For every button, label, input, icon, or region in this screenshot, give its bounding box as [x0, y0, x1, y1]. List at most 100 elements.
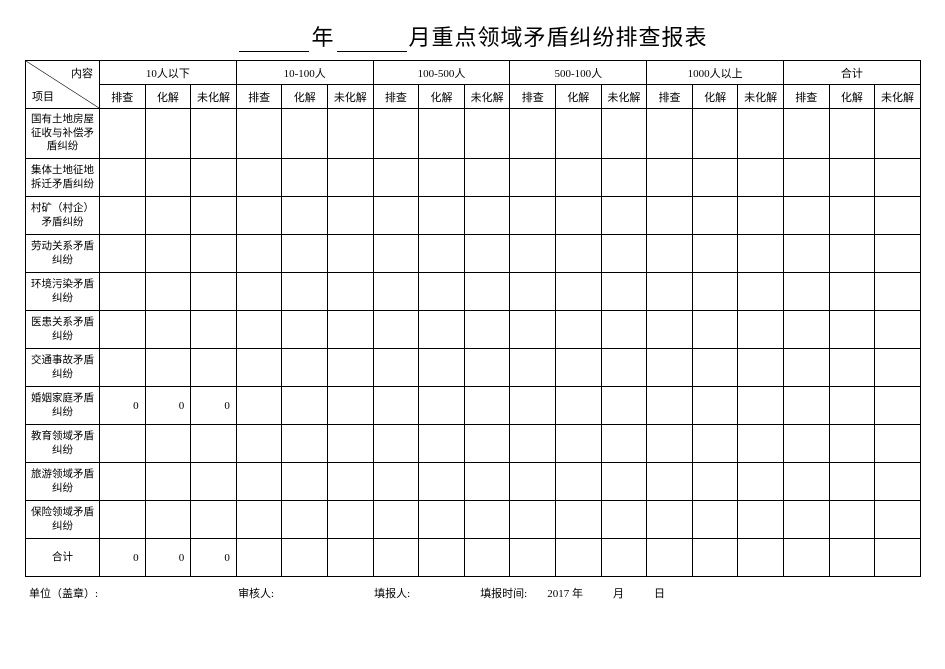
data-cell: [829, 387, 875, 425]
data-cell: [556, 425, 602, 463]
sub-header: 未化解: [328, 85, 374, 109]
corner-bottom: 项目: [32, 88, 54, 104]
data-cell: [419, 425, 465, 463]
data-cell: [692, 349, 738, 387]
row-label: 婚姻家庭矛盾纠纷: [26, 387, 100, 425]
month-blank: [337, 30, 407, 52]
sub-header: 化解: [692, 85, 738, 109]
data-cell: [647, 387, 693, 425]
data-cell: [601, 197, 647, 235]
data-cell: [783, 311, 829, 349]
data-cell: [738, 463, 784, 501]
footer-reviewer: 审核人:: [238, 585, 274, 601]
data-cell: [419, 311, 465, 349]
data-cell: [647, 463, 693, 501]
data-cell: [556, 387, 602, 425]
sub-header: 化解: [556, 85, 602, 109]
data-cell: [373, 159, 419, 197]
data-cell: [510, 349, 556, 387]
row-label: 交通事故矛盾纠纷: [26, 349, 100, 387]
data-cell: [510, 501, 556, 539]
data-cell: [464, 501, 510, 539]
data-cell: [738, 501, 784, 539]
data-cell: [282, 501, 328, 539]
data-cell: [510, 387, 556, 425]
data-cell: [464, 159, 510, 197]
data-cell: [236, 425, 282, 463]
data-cell: [601, 349, 647, 387]
data-cell: [282, 463, 328, 501]
data-cell: [100, 501, 146, 539]
data-cell: [829, 463, 875, 501]
sub-header: 排查: [373, 85, 419, 109]
data-cell: [464, 387, 510, 425]
data-cell: [783, 235, 829, 273]
data-cell: [647, 539, 693, 577]
data-cell: [647, 159, 693, 197]
data-cell: [191, 197, 237, 235]
data-cell: [829, 159, 875, 197]
data-cell: [783, 159, 829, 197]
data-cell: 0: [191, 387, 237, 425]
data-cell: [601, 109, 647, 159]
data-cell: [692, 311, 738, 349]
data-cell: [282, 159, 328, 197]
data-cell: [875, 387, 921, 425]
data-cell: [692, 235, 738, 273]
data-cell: [419, 463, 465, 501]
data-cell: [692, 539, 738, 577]
data-cell: [236, 159, 282, 197]
data-cell: [556, 235, 602, 273]
data-cell: [100, 349, 146, 387]
data-cell: [601, 501, 647, 539]
data-cell: [783, 539, 829, 577]
data-cell: [328, 463, 374, 501]
data-cell: [692, 501, 738, 539]
data-cell: 0: [145, 539, 191, 577]
data-cell: [373, 463, 419, 501]
data-cell: [100, 425, 146, 463]
data-cell: [236, 273, 282, 311]
sub-header: 化解: [145, 85, 191, 109]
table-row: 医患关系矛盾纠纷: [26, 311, 921, 349]
data-cell: [829, 109, 875, 159]
data-cell: [373, 109, 419, 159]
data-cell: [191, 501, 237, 539]
footer-time-label: 填报时间:: [480, 585, 527, 601]
data-cell: [373, 501, 419, 539]
data-cell: [282, 539, 328, 577]
data-cell: [692, 273, 738, 311]
table-row: 保险领域矛盾纠纷: [26, 501, 921, 539]
data-cell: [783, 273, 829, 311]
data-cell: [419, 273, 465, 311]
data-cell: [601, 387, 647, 425]
data-cell: [601, 539, 647, 577]
row-label: 医患关系矛盾纠纷: [26, 311, 100, 349]
table-row: 村矿（村企）矛盾纠纷: [26, 197, 921, 235]
data-cell: [328, 425, 374, 463]
data-cell: [464, 109, 510, 159]
data-cell: [692, 197, 738, 235]
data-cell: [145, 501, 191, 539]
table-row: 旅游领域矛盾纠纷: [26, 463, 921, 501]
data-cell: [282, 311, 328, 349]
data-cell: [829, 197, 875, 235]
data-cell: [464, 197, 510, 235]
data-cell: [328, 349, 374, 387]
data-cell: [191, 311, 237, 349]
group-header: 合计: [783, 61, 920, 85]
data-cell: 0: [100, 387, 146, 425]
data-cell: [692, 463, 738, 501]
data-cell: [236, 349, 282, 387]
data-cell: [875, 235, 921, 273]
data-cell: [100, 109, 146, 159]
data-cell: [510, 311, 556, 349]
data-cell: [875, 539, 921, 577]
group-header: 10人以下: [100, 61, 237, 85]
row-label: 环境污染矛盾纠纷: [26, 273, 100, 311]
data-cell: [556, 273, 602, 311]
data-cell: [373, 197, 419, 235]
data-cell: [145, 197, 191, 235]
group-header: 1000人以上: [647, 61, 784, 85]
data-cell: [328, 197, 374, 235]
